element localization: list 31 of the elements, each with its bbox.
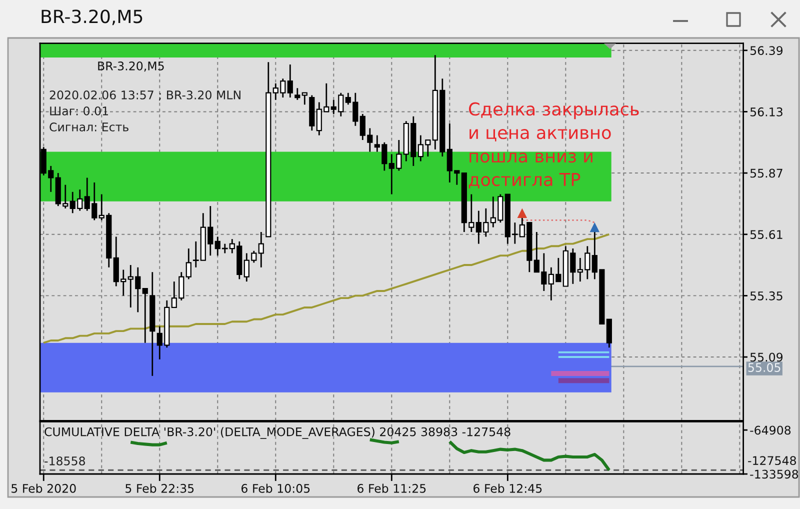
y-tick-label: -64908 xyxy=(750,426,791,435)
y-tick-label: 55.61 xyxy=(750,230,782,240)
candlestick xyxy=(294,87,300,101)
chart-title: BR-3.20,M5 xyxy=(42,10,142,26)
chart-title: CUMULATIVE DELTA 'BR-3.20' (DELTA_MODE_AVERAGES) 20425 38983 -127548 xyxy=(44,427,510,439)
annotation: -18558 xyxy=(44,456,86,466)
candlestick xyxy=(186,248,192,280)
y-tick-label: 56.39 xyxy=(750,46,783,56)
candlestick xyxy=(142,288,148,344)
y-tick-label: 56.13 xyxy=(750,107,782,116)
annotation: Шаг: 0.01 xyxy=(50,106,108,116)
candlestick xyxy=(258,231,264,268)
candlestick xyxy=(302,92,308,106)
x-tick-label: 5 Feb 2020 xyxy=(12,484,76,493)
ref-line-label: -127548 xyxy=(748,456,796,466)
x-tick-label: 5 Feb 22:35 xyxy=(126,484,194,493)
x-tick-label: 6 Feb 10:05 xyxy=(242,484,310,493)
y-tick-label: 55.09 xyxy=(750,352,783,362)
candlestick xyxy=(606,318,612,348)
annotation: Сигнал: Есть xyxy=(50,122,128,132)
y-tick-label: 55.35 xyxy=(750,291,782,300)
line-series xyxy=(42,233,610,344)
y-tick-label: -133598 xyxy=(750,470,798,479)
y-tick-label: 55.87 xyxy=(750,168,782,178)
annotation: Сделка закрылась и цена активно пошла вниз и достигла TP xyxy=(468,102,639,188)
text: BR-3.20,M5 xyxy=(98,61,164,72)
x-tick-label: 6 Feb 12:45 xyxy=(474,484,542,493)
ref-line-label: 55.05 xyxy=(748,363,780,372)
candlestick xyxy=(287,64,293,98)
x-tick-label: 6 Feb 11:25 xyxy=(358,484,426,493)
annotation: 2020.02.06 13:57 ; BR-3.20 MLN xyxy=(50,90,240,101)
